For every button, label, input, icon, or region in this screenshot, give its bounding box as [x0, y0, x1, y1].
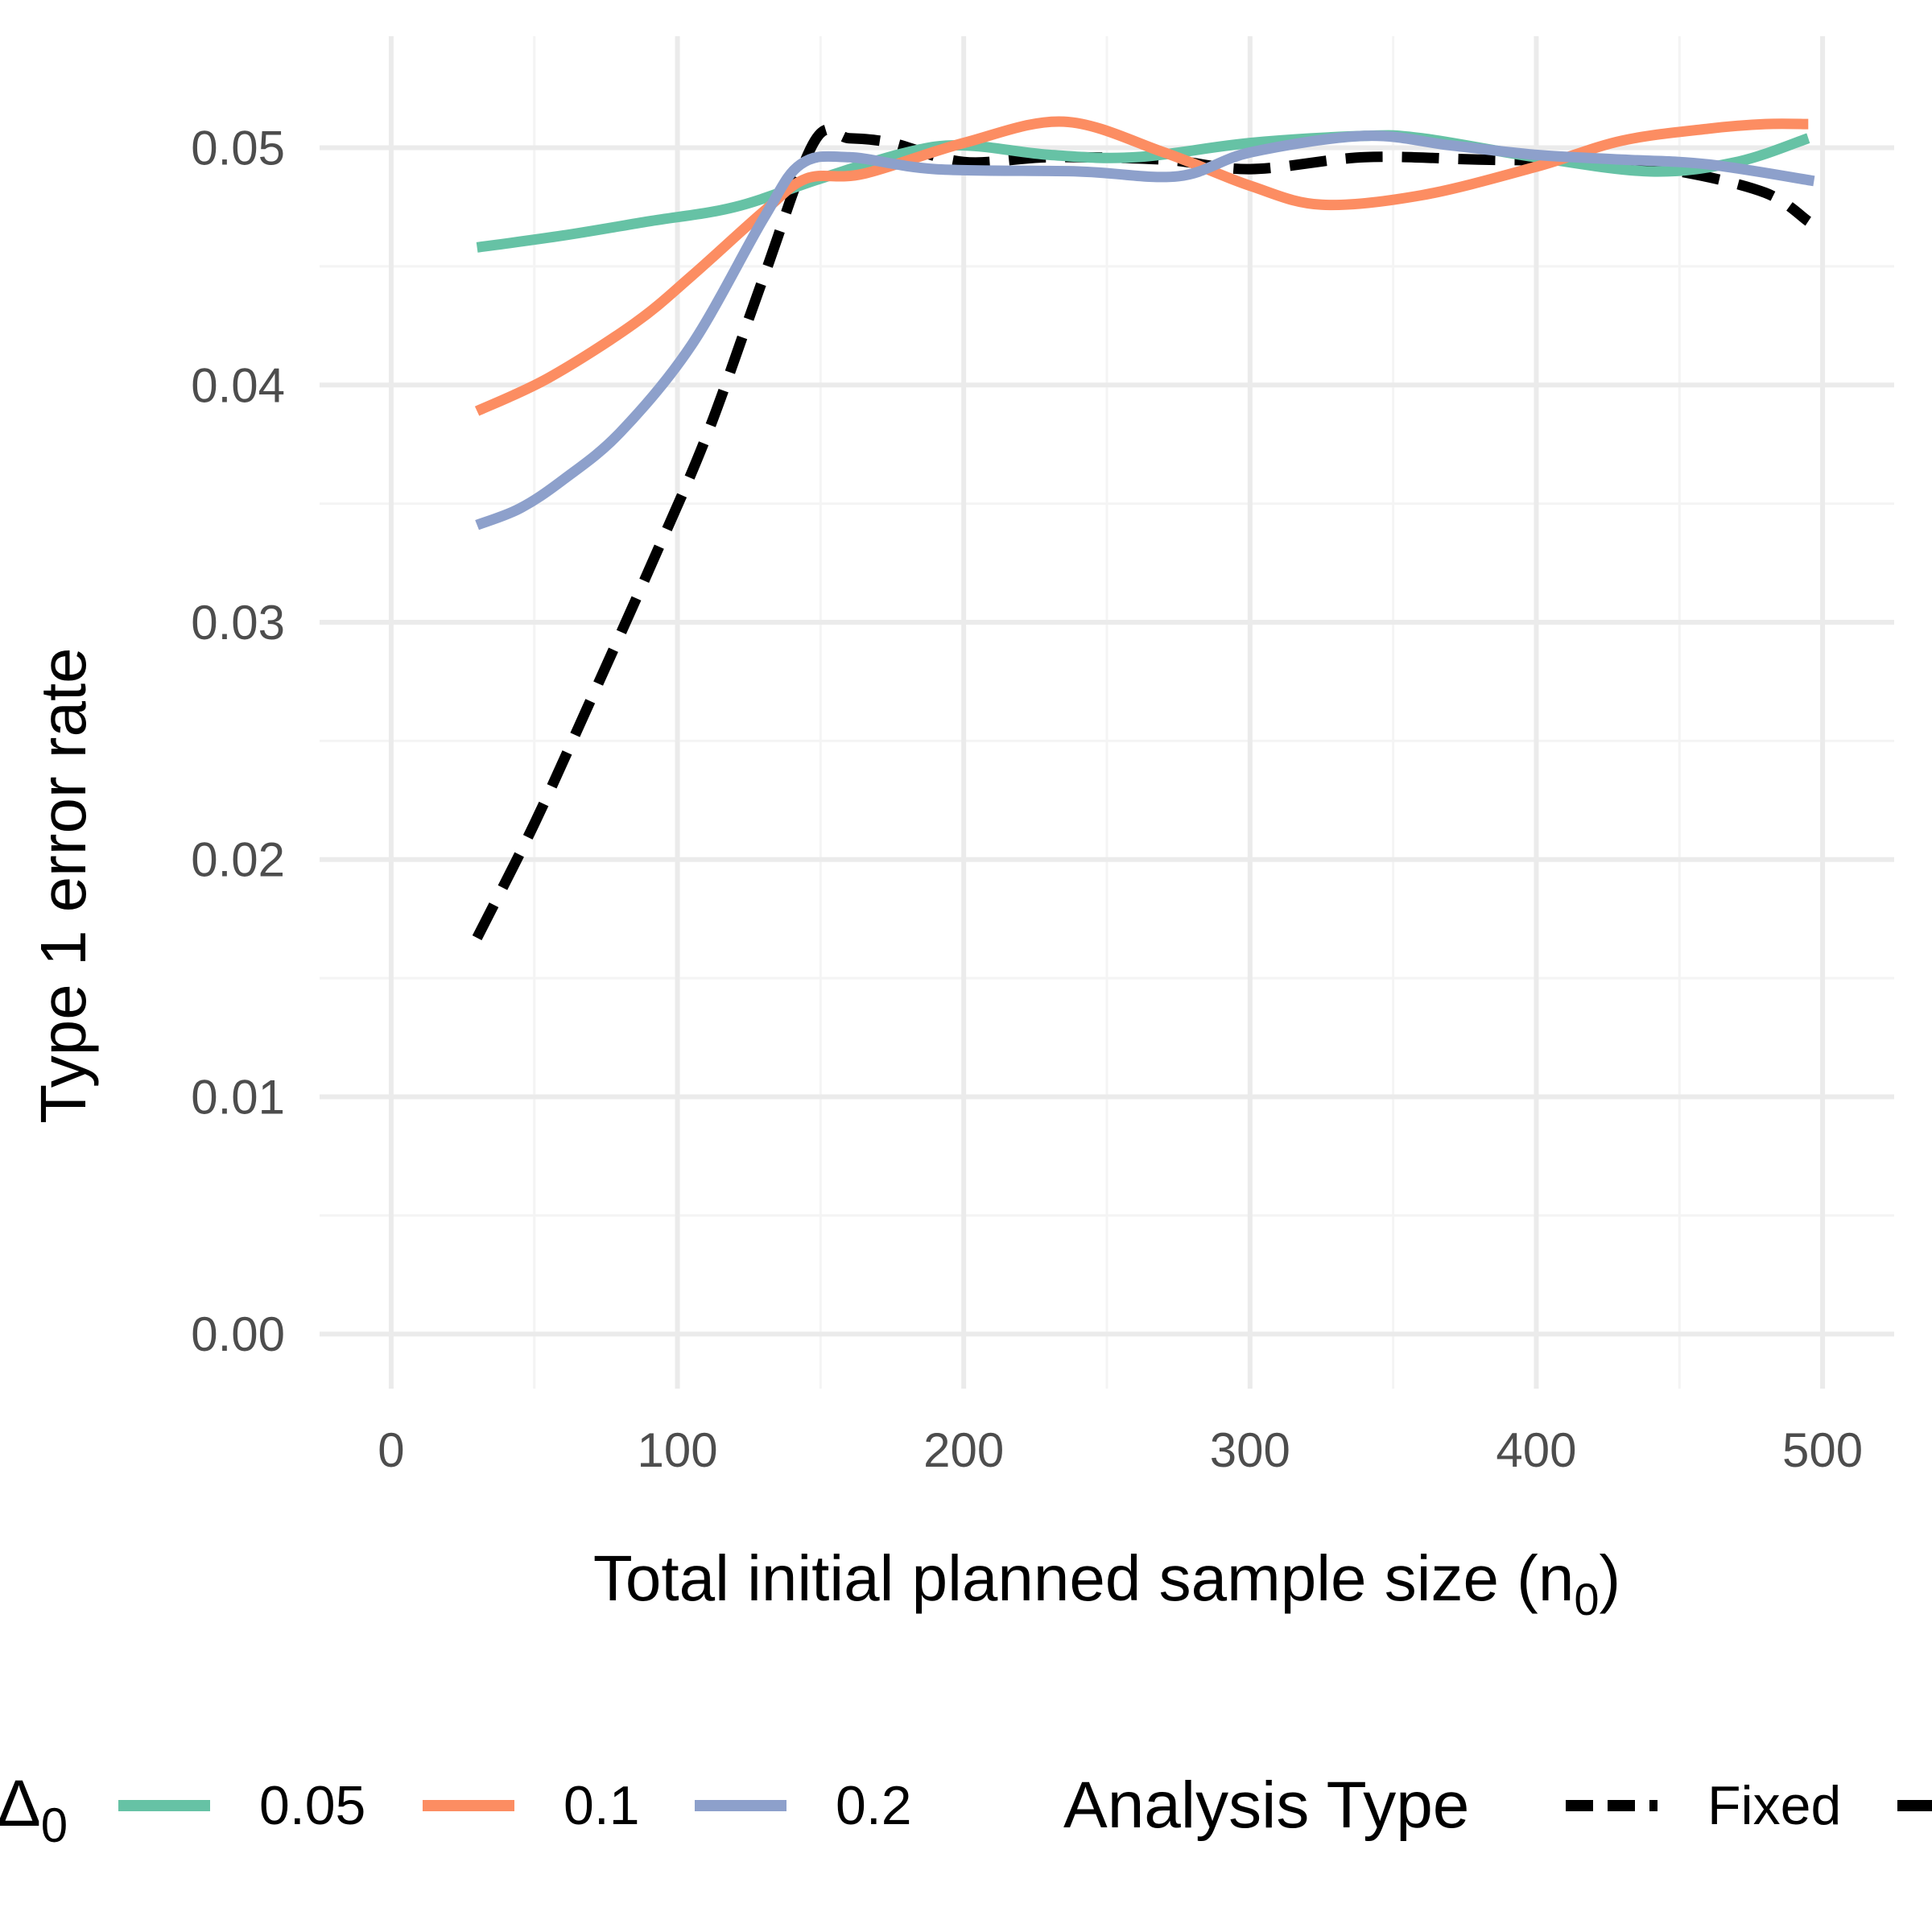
legend-label-0.1: 0.1 [564, 1775, 640, 1836]
x-tick-label: 300 [1210, 1423, 1290, 1477]
y-tick-labels: 0.00 0.01 0.02 0.03 0.04 0.05 [191, 122, 285, 1362]
x-tick-label: 400 [1496, 1423, 1576, 1477]
minor-gridlines [320, 36, 1894, 1389]
x-axis-title: Total initial planned sample size (n0) [593, 1542, 1620, 1624]
y-axis-title: Type 1 error rate [27, 647, 99, 1123]
legend-label-0.2: 0.2 [836, 1775, 912, 1836]
x-tick-label: 100 [637, 1423, 717, 1477]
y-tick-label: 0.05 [191, 122, 285, 175]
y-tick-label: 0.03 [191, 596, 285, 650]
series-line-0.05 [476, 130, 1810, 253]
x-tick-labels: 0 100 200 300 400 500 [378, 1423, 1863, 1477]
y-tick-label: 0.01 [191, 1070, 285, 1124]
x-tick-label: 200 [923, 1423, 1004, 1477]
x-tick-label: 500 [1782, 1423, 1863, 1477]
series-line-0.2 [475, 130, 1815, 530]
legend-title-delta: Δ0 [0, 1767, 68, 1852]
legend-label-0.05: 0.05 [259, 1775, 365, 1836]
series-layer [472, 116, 1815, 940]
major-gridlines [320, 36, 1894, 1389]
x-tick-label: 0 [378, 1423, 404, 1477]
legend-title-analysis-type: Analysis Type [1063, 1769, 1469, 1842]
y-tick-label: 0.00 [191, 1307, 285, 1361]
legend: Δ0 0.05 0.1 0.2 Analysis Type Fixed [0, 1767, 1932, 1852]
y-tick-label: 0.02 [191, 833, 285, 887]
legend-label-fixed: Fixed [1707, 1775, 1841, 1836]
series-line-0.1 [474, 116, 1809, 416]
y-tick-label: 0.04 [191, 358, 285, 412]
